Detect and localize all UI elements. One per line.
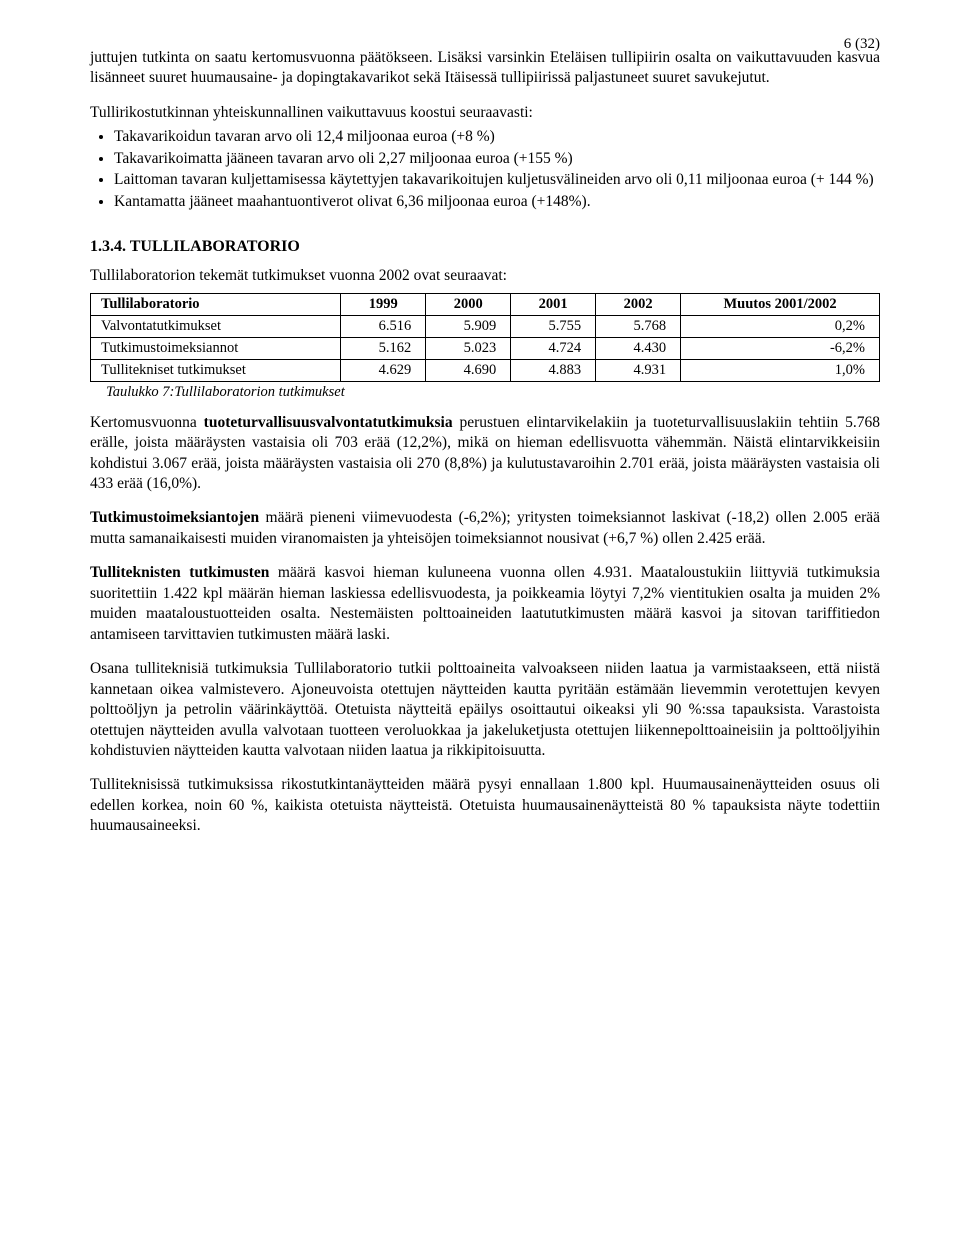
bold-term: Tulliteknisten tutkimusten	[90, 564, 269, 581]
table-cell: 5.755	[511, 315, 596, 337]
col-header: 1999	[341, 293, 426, 315]
table-cell: 1,0%	[681, 359, 880, 381]
paragraph-body: Osana tulliteknisiä tutkimuksia Tullilab…	[90, 659, 880, 761]
table-cell: 4.931	[596, 359, 681, 381]
paragraph-list-intro: Tullirikostutkinnan yhteiskunnallinen va…	[90, 103, 880, 123]
col-header: 2000	[426, 293, 511, 315]
paragraph-body: Tutkimustoimeksiantojen määrä pieneni vi…	[90, 508, 880, 549]
table-cell: 5.768	[596, 315, 681, 337]
col-header: 2001	[511, 293, 596, 315]
lab-table: Tullilaboratorio 1999 2000 2001 2002 Muu…	[90, 293, 880, 382]
table-cell: 5.909	[426, 315, 511, 337]
table-row: Tutkimustoimeksiannot 5.162 5.023 4.724 …	[91, 337, 880, 359]
paragraph-body: Tulliteknisissä tutkimuksissa rikostutki…	[90, 775, 880, 836]
table-cell: 6.516	[341, 315, 426, 337]
table-cell: 4.629	[341, 359, 426, 381]
paragraph-intro: juttujen tutkinta on saatu kertomusvuonn…	[90, 48, 880, 89]
list-item: Takavarikoidun tavaran arvo oli 12,4 mil…	[114, 127, 880, 147]
col-header: Muutos 2001/2002	[681, 293, 880, 315]
table-row: Tullitekniset tutkimukset 4.629 4.690 4.…	[91, 359, 880, 381]
paragraph-body: Tulliteknisten tutkimusten määrä kasvoi …	[90, 563, 880, 645]
bold-term: tuoteturvallisuusvalvontatutkimuksia	[204, 414, 453, 431]
table-caption: Taulukko 7:Tullilaboratorion tutkimukset	[106, 384, 880, 401]
table-cell: 0,2%	[681, 315, 880, 337]
table-cell: 4.883	[511, 359, 596, 381]
table-cell: 4.430	[596, 337, 681, 359]
col-header: 2002	[596, 293, 681, 315]
table-cell: 5.023	[426, 337, 511, 359]
list-item: Laittoman tavaran kuljettamisessa käytet…	[114, 170, 880, 190]
col-header: Tullilaboratorio	[91, 293, 341, 315]
section-heading: 1.3.4. TULLILABORATORIO	[90, 238, 880, 256]
table-cell: Tullitekniset tutkimukset	[91, 359, 341, 381]
document-page: 6 (32) juttujen tutkinta on saatu kertom…	[0, 0, 960, 1256]
page-number: 6 (32)	[844, 36, 880, 53]
table-cell: 5.162	[341, 337, 426, 359]
bullet-list: Takavarikoidun tavaran arvo oli 12,4 mil…	[90, 127, 880, 212]
bold-term: Tutkimustoimeksiantojen	[90, 509, 259, 526]
list-item: Takavarikoimatta jääneen tavaran arvo ol…	[114, 149, 880, 169]
table-cell: 4.690	[426, 359, 511, 381]
text-run: Kertomusvuonna	[90, 414, 204, 431]
list-item: Kantamatta jääneet maahantuontiverot oli…	[114, 192, 880, 212]
paragraph-table-intro: Tullilaboratorion tekemät tutkimukset vu…	[90, 266, 880, 286]
paragraph-body: Kertomusvuonna tuoteturvallisuusvalvonta…	[90, 413, 880, 495]
table-cell: Valvontatutkimukset	[91, 315, 341, 337]
table-cell: 4.724	[511, 337, 596, 359]
table-header-row: Tullilaboratorio 1999 2000 2001 2002 Muu…	[91, 293, 880, 315]
table-cell: -6,2%	[681, 337, 880, 359]
table-row: Valvontatutkimukset 6.516 5.909 5.755 5.…	[91, 315, 880, 337]
table-cell: Tutkimustoimeksiannot	[91, 337, 341, 359]
